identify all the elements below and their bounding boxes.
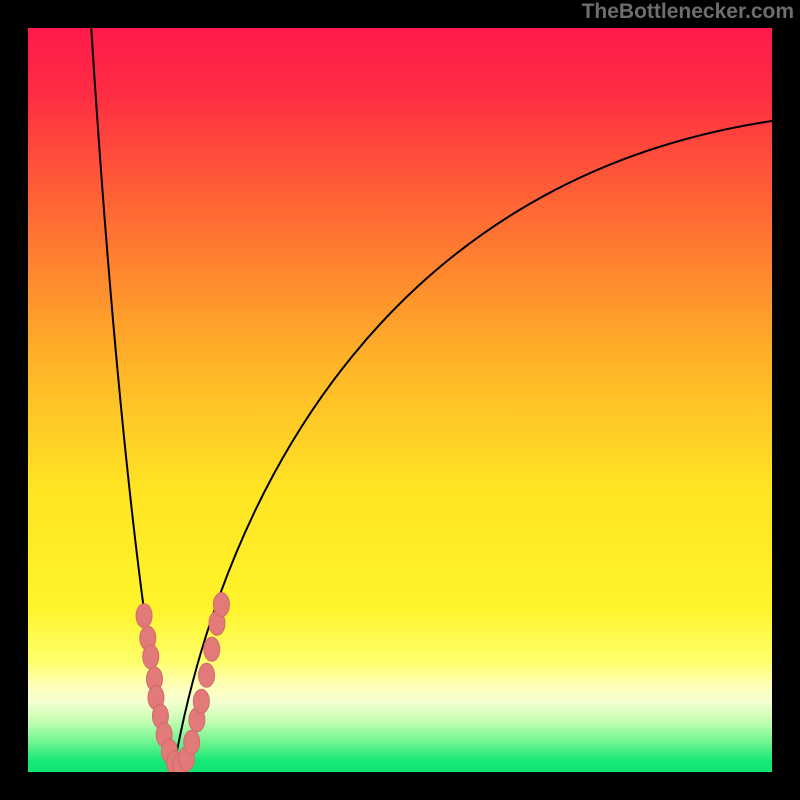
data-dot bbox=[193, 689, 209, 713]
chart-frame: TheBottlenecker.com bbox=[0, 0, 800, 800]
plot-background bbox=[28, 28, 772, 772]
data-dot bbox=[204, 637, 220, 661]
data-dot bbox=[199, 663, 215, 687]
data-dot bbox=[136, 604, 152, 628]
data-dot bbox=[143, 645, 159, 669]
data-dot bbox=[213, 593, 229, 617]
watermark-text: TheBottlenecker.com bbox=[582, 0, 794, 24]
data-dot bbox=[184, 730, 200, 754]
chart-svg bbox=[0, 0, 800, 800]
